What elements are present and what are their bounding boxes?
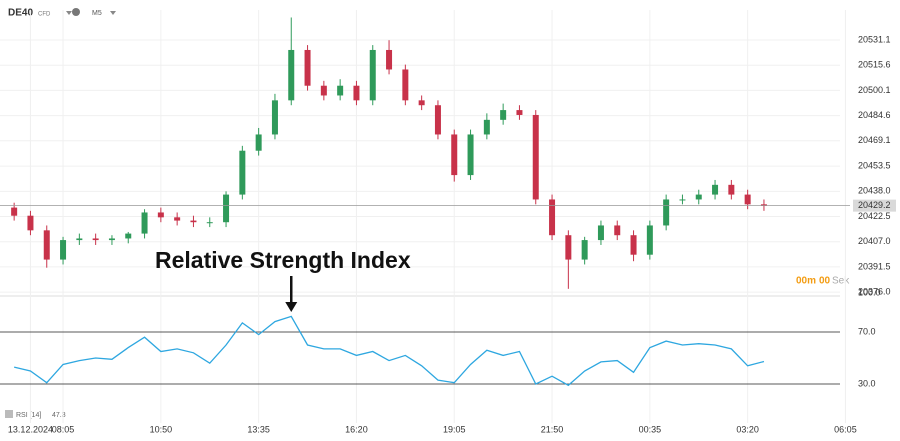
dropdown-arrow[interactable] [110,11,116,15]
candle-body [663,199,670,226]
candle-body [549,199,556,236]
candle-body [239,150,246,195]
indicator-name: RSI [14] [16,412,41,419]
candle-body [467,134,474,176]
x-tick-label: 19:05 [443,424,466,434]
x-tick-label: 03:20 [736,424,759,434]
candle-body [43,230,50,260]
countdown-minutes: 00m [796,276,816,287]
x-tick-label: 13:35 [247,424,270,434]
candle-body [255,134,262,151]
candle-body [434,105,441,135]
candle-body [451,134,458,176]
y-tick-label: 20407.0 [858,236,891,246]
y-tick-label: 20531.1 [858,34,891,44]
candle-body [304,49,311,86]
y-tick-label: 20500.1 [858,85,891,95]
x-tick-label: 16:20 [345,424,368,434]
y-tick-label: 20453.5 [858,161,891,171]
candle-body [483,119,490,135]
candle-body [108,238,115,241]
candle-body [271,100,278,135]
candle-body [76,238,83,241]
timeframe[interactable]: M5 [92,10,102,17]
candle-body [597,225,604,241]
candle-body [92,238,99,241]
candle-body [60,240,67,260]
candle-body [386,49,393,70]
indicator-value: 47.3 [52,412,66,419]
candle-body [500,110,507,120]
y-tick-label: 20469.1 [858,135,891,145]
candle-body [581,240,588,260]
y-tick-label: 20438.0 [858,186,891,196]
candle-body [630,235,637,255]
last-price-box [853,199,896,212]
candle-body [369,49,376,101]
candle-body [125,233,132,239]
y-tick-label: 20515.6 [858,60,891,70]
candle-body [614,225,621,236]
candle-body [744,194,751,205]
x-tick-label: 08:05 [52,424,75,434]
rsi-line [13,315,765,387]
annotation: Relative Strength Index [155,247,411,273]
candle-body [418,100,425,106]
y-tick-label: 100.0 [858,287,881,297]
candle-body [206,222,213,224]
candle-body [288,49,295,101]
candle-body [320,85,327,96]
candle-body [402,69,409,101]
candle-body [337,85,344,96]
y-tick-label: 30.0 [858,378,876,388]
y-tick-label: 20391.5 [858,261,891,271]
annotation-arrowhead [285,302,298,312]
x-tick-label: 21:50 [541,424,564,434]
candle-body [11,207,18,216]
x-tick-label: 13.12.2024 [8,424,53,434]
candle-body [157,212,164,218]
candle-body [353,85,360,101]
x-tick-label: 10:50 [150,424,173,434]
x-tick-label: 06:05 [834,424,857,434]
candle-body [174,217,181,221]
candle-body [728,184,735,195]
y-tick-label: 20484.6 [858,110,891,120]
y-tick-label: 20376.0 [858,286,891,296]
candle-body [760,204,767,206]
candle-body [679,199,686,201]
candle-body [712,184,719,195]
y-tick-label: 20422.5 [858,211,891,221]
instrument-type: CFD [38,12,51,18]
symbol[interactable]: DE40 [8,8,33,19]
candle-body [27,215,34,231]
candle-body [695,194,702,200]
candle-body [190,220,197,223]
dropdown-arrow[interactable] [66,11,72,15]
candle-body [565,235,572,260]
candle-body [516,110,523,115]
candle-body [532,114,539,200]
countdown-unit: Sek [832,276,850,287]
last-price-label: 20429.2 [858,200,891,210]
info-icon[interactable] [72,8,80,16]
y-tick-label: 70.0 [858,326,876,336]
indicator-icon[interactable] [5,410,13,418]
candle-body [223,194,230,223]
x-tick-label: 00:35 [639,424,662,434]
countdown-seconds: 00 [819,276,831,287]
candle-body [141,212,148,234]
candle-body [646,225,653,255]
